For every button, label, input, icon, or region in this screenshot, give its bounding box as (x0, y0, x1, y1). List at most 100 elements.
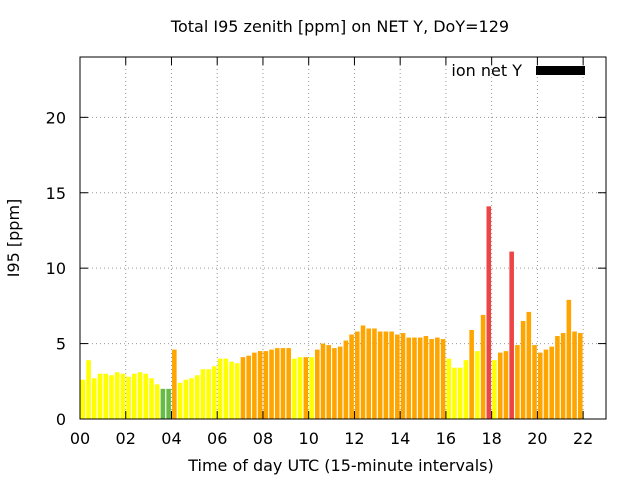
bar-series (80, 206, 583, 419)
bar (406, 337, 412, 419)
bar (355, 331, 360, 419)
bar (269, 349, 274, 419)
x-axis-tick-labels: 00 02 04 06 08 10 12 14 16 18 20 22 (70, 429, 593, 448)
bar (274, 348, 280, 419)
bar (200, 369, 206, 419)
grid-lines (80, 57, 606, 419)
x-tick-label: 06 (207, 429, 227, 448)
bar (537, 352, 543, 419)
bar (229, 361, 234, 419)
bar (297, 357, 303, 419)
bar (389, 331, 394, 419)
bar (223, 358, 229, 419)
bar (412, 337, 417, 419)
y-tick-label: 5 (56, 335, 66, 354)
bar (457, 367, 463, 419)
legend-swatch (536, 66, 585, 75)
legend-label: ion net Y (451, 61, 522, 80)
bar (469, 330, 474, 419)
x-tick-label: 22 (573, 429, 593, 448)
bar (286, 348, 291, 419)
bar (314, 349, 320, 419)
bar (555, 336, 560, 419)
x-tick-label: 12 (344, 429, 364, 448)
bar (194, 375, 200, 419)
bar (280, 348, 286, 419)
bar (126, 376, 131, 419)
bar (475, 351, 480, 419)
bar (520, 320, 526, 419)
bar (372, 328, 377, 419)
bar (423, 336, 429, 419)
bar (440, 339, 446, 419)
bar (160, 388, 166, 419)
x-tick-label: 02 (116, 429, 136, 448)
bar (429, 339, 434, 419)
bar (309, 357, 314, 419)
x-tick-label: 16 (436, 429, 456, 448)
bar (206, 369, 211, 419)
bar (377, 331, 383, 419)
bar (263, 351, 269, 419)
bar (137, 372, 143, 419)
bar (177, 382, 183, 419)
bar (492, 360, 497, 419)
bar (486, 206, 492, 419)
bar (560, 333, 566, 419)
bar (435, 337, 440, 419)
y-tick-label: 10 (46, 259, 66, 278)
y-tick-label: 20 (46, 108, 66, 127)
bar (400, 333, 406, 419)
axis-ticks (79, 57, 606, 420)
bar (332, 348, 337, 419)
bar (503, 351, 509, 419)
bar (343, 340, 349, 419)
bar (217, 358, 223, 419)
y-tick-label: 0 (56, 410, 66, 429)
bar (86, 360, 91, 419)
bar (452, 367, 457, 419)
x-tick-label: 20 (527, 429, 547, 448)
bar (103, 373, 109, 419)
chart-title: Total I95 zenith [ppm] on NET Y, DoY=129 (170, 17, 509, 36)
bar (234, 363, 240, 419)
bar (97, 373, 103, 419)
bar (183, 379, 189, 419)
y-tick-label: 15 (46, 184, 66, 203)
bar (526, 311, 532, 419)
bar (509, 251, 514, 419)
x-tick-label: 10 (299, 429, 319, 448)
y-axis-tick-labels: 0 5 10 15 20 (46, 108, 66, 429)
bar (189, 378, 194, 419)
bar (132, 373, 137, 419)
bar (212, 366, 217, 419)
bar (143, 373, 149, 419)
bar (303, 357, 309, 419)
bar (326, 345, 331, 419)
bar (349, 334, 354, 419)
x-tick-label: 14 (390, 429, 410, 448)
bar (577, 333, 583, 419)
bar (417, 337, 423, 419)
bar (543, 349, 549, 419)
bar (463, 360, 469, 419)
bar (532, 345, 537, 419)
bar (566, 299, 572, 419)
bar (360, 325, 366, 419)
y-axis-label: I95 [ppm] (4, 199, 23, 278)
bar (446, 358, 452, 419)
legend: ion net Y (451, 61, 585, 80)
bar (515, 345, 520, 419)
bar (572, 331, 577, 419)
bar (549, 346, 554, 419)
bar (120, 373, 126, 419)
bar (395, 334, 400, 419)
bar (240, 357, 246, 419)
x-axis-label: Time of day UTC (15-minute intervals) (187, 456, 494, 475)
bar (257, 351, 263, 419)
bar (149, 378, 154, 419)
bar (292, 358, 297, 419)
x-tick-label: 04 (161, 429, 181, 448)
bar (109, 375, 114, 419)
